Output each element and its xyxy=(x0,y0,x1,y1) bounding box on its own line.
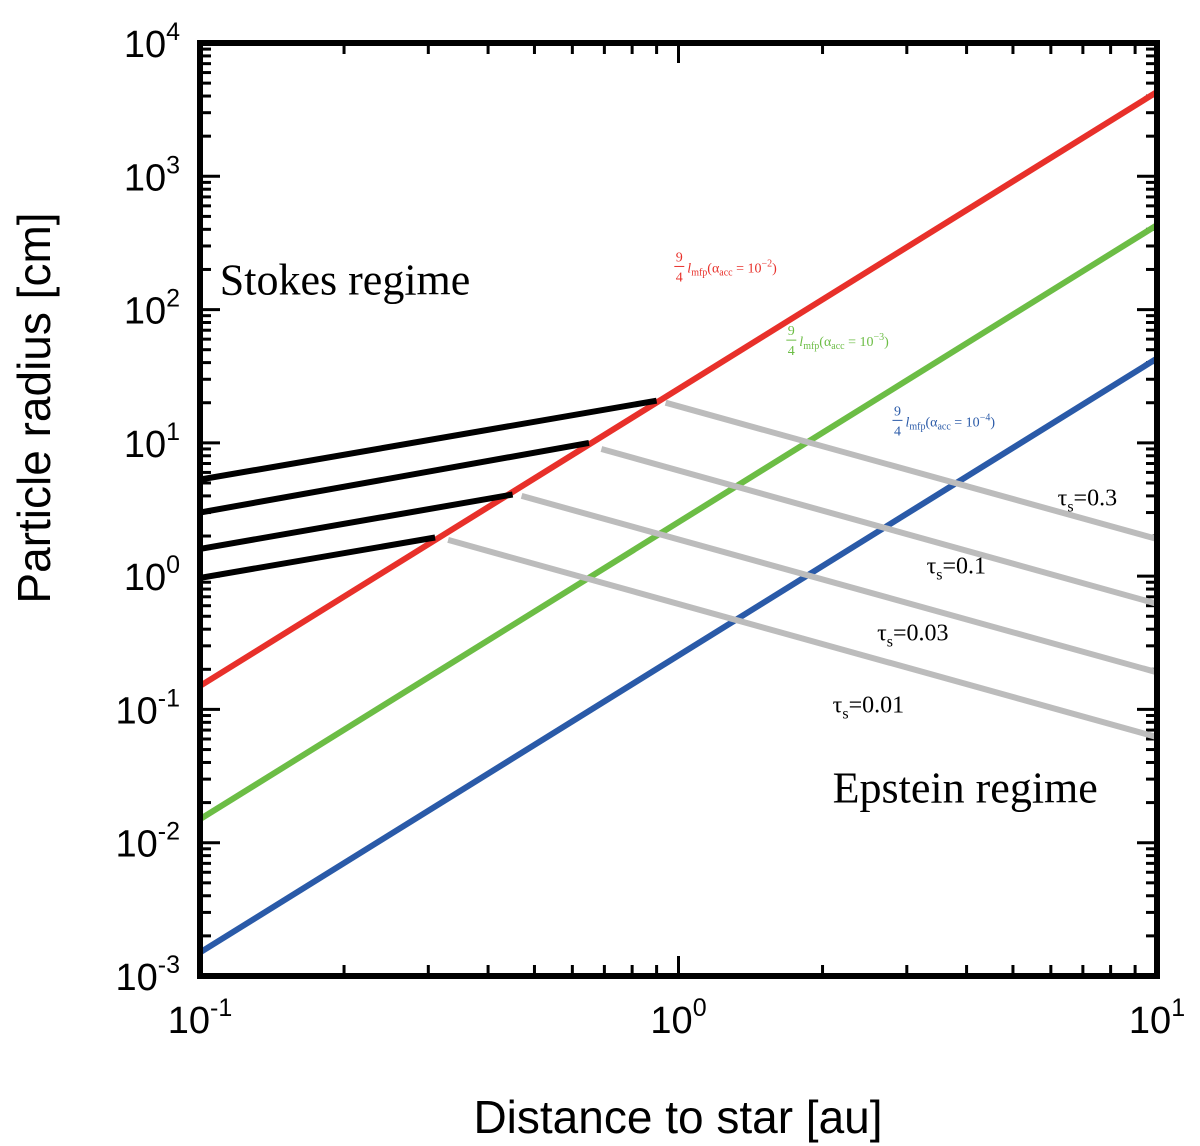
curve-label-mfp-alpha-1e-2: 9 4 lmfp(αacc = 10−2) xyxy=(674,250,777,285)
y-tick-label: 103 xyxy=(124,151,180,199)
curve-formula: lmfp(αacc = 10−4) xyxy=(905,412,995,432)
coef-numerator: 9 xyxy=(894,404,901,419)
y-tick-label: 100 xyxy=(124,551,180,599)
y-tick-labels: 10-3 10-2 10-1 100 101 102 103 104 xyxy=(115,18,180,999)
series-line-mfp-alpha-1e-4 xyxy=(200,355,1157,956)
annotation-group: Stokes regime Epstein regime τs=0.3 τs=0.1 τ… xyxy=(220,250,1117,812)
series-line-epstein-tau-0.03 xyxy=(520,493,1157,676)
series-line-stokes-tau-0.01 xyxy=(200,534,436,581)
x-axis-title: Distance to star [au] xyxy=(473,1091,882,1143)
series-line-epstein-tau-0.3 xyxy=(664,399,1157,542)
coef-numerator: 9 xyxy=(676,250,683,265)
coef-numerator: 9 xyxy=(788,324,795,339)
y-tick-label: 104 xyxy=(124,18,180,66)
series-line-mfp-alpha-1e-3 xyxy=(200,222,1157,822)
series-line-epstein-tau-0.1 xyxy=(600,446,1157,607)
x-tick-labels: 10-1 100 101 xyxy=(168,994,1185,1042)
plot-frame xyxy=(197,40,1160,979)
y-tick-label: 10-2 xyxy=(115,818,180,866)
series-line-epstein-tau-0.01 xyxy=(447,537,1157,740)
series-group xyxy=(200,89,1157,956)
series-line-stokes-tau-0.3 xyxy=(200,397,658,483)
curve-formula: lmfp(αacc = 10−2) xyxy=(687,258,777,278)
series-line-mfp-alpha-1e-2 xyxy=(200,89,1157,689)
coef-denominator: 4 xyxy=(676,270,683,285)
series-line-stokes-tau-0.03 xyxy=(200,491,514,552)
y-tick-label: 101 xyxy=(124,418,180,466)
curve-label-mfp-alpha-1e-4: 9 4 lmfp(αacc = 10−4) xyxy=(892,404,995,439)
x-tick-label: 10-1 xyxy=(168,994,233,1042)
tau-label: τs=0.3 xyxy=(1058,485,1117,515)
coef-denominator: 4 xyxy=(788,344,795,359)
y-tick-label: 10-1 xyxy=(115,684,180,732)
stokes-regime-label: Stokes regime xyxy=(220,255,471,304)
tau-label: τs=0.01 xyxy=(833,692,904,722)
y-tick-label: 10-3 xyxy=(115,951,180,999)
y-tick-label: 102 xyxy=(124,285,180,333)
tau-label: τs=0.03 xyxy=(877,620,948,650)
curve-label-mfp-alpha-1e-3: 9 4 lmfp(αacc = 10−3) xyxy=(786,324,889,359)
series-line-stokes-tau-0.1 xyxy=(200,439,590,516)
x-tick-label: 100 xyxy=(650,994,706,1042)
curve-formula: lmfp(αacc = 10−3) xyxy=(799,332,889,352)
epstein-regime-label: Epstein regime xyxy=(833,764,1098,813)
x-tick-label: 101 xyxy=(1129,994,1185,1042)
coef-denominator: 4 xyxy=(894,424,901,439)
y-axis-title: Particle radius [cm] xyxy=(8,212,60,603)
tau-label: τs=0.1 xyxy=(927,553,986,583)
